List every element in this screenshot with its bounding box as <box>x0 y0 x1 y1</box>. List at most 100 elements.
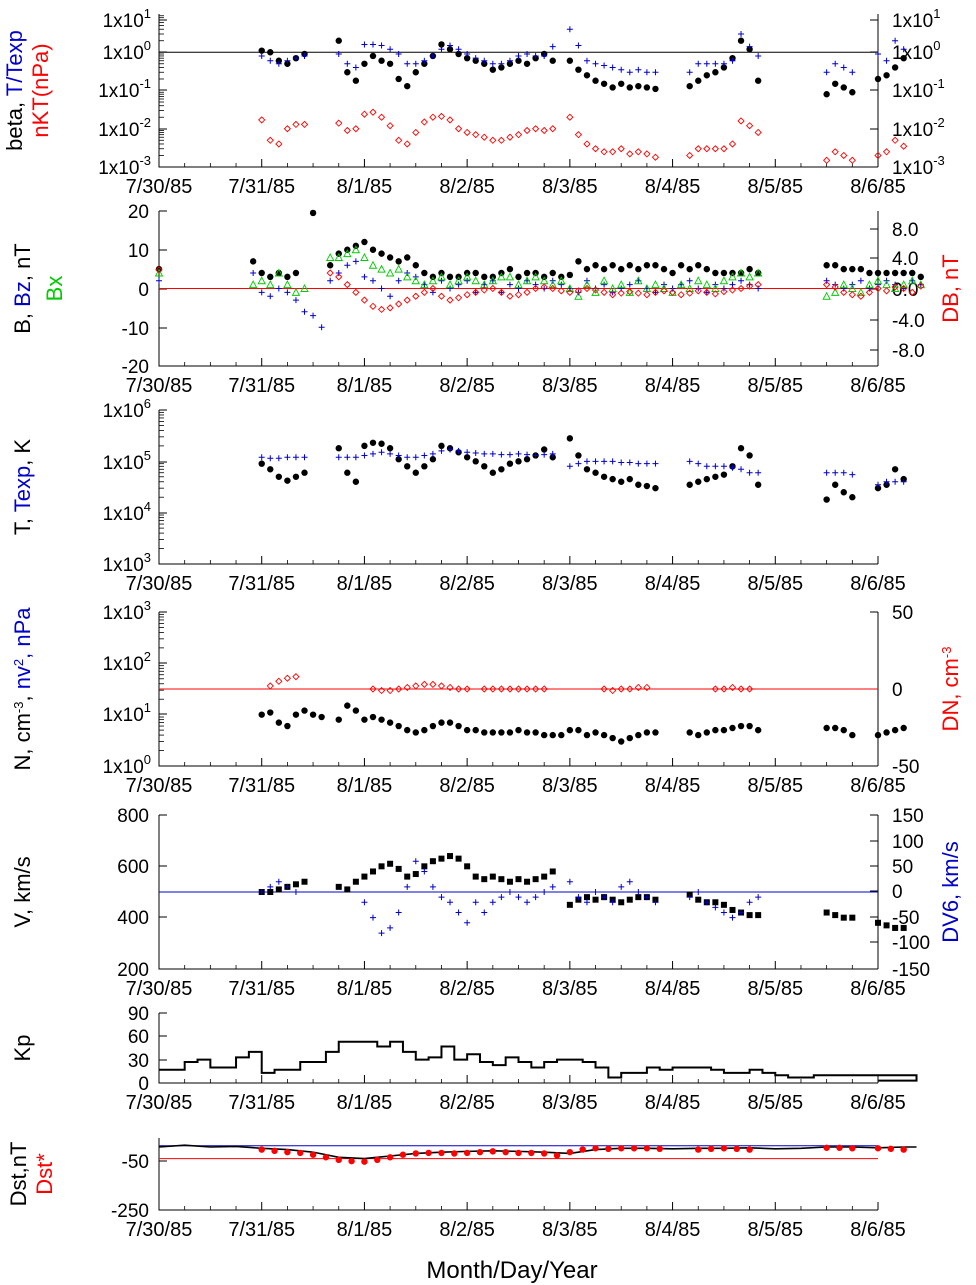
data-point <box>874 269 882 277</box>
data-point <box>369 246 377 253</box>
data-point <box>600 148 608 156</box>
data-point <box>318 713 325 721</box>
data-point <box>266 280 275 289</box>
data-point <box>284 722 291 730</box>
data-point <box>532 452 539 459</box>
data-point <box>377 113 386 121</box>
axis-frame <box>158 14 878 168</box>
data-point <box>352 878 359 885</box>
data-point <box>566 878 573 885</box>
x-tick-label: 8/6/85 <box>850 775 906 797</box>
data-point <box>369 868 376 875</box>
x-tick-label: 8/6/85 <box>850 176 906 198</box>
y-tick-label: 1x100 <box>103 38 151 64</box>
data-point <box>652 262 659 269</box>
data-point <box>387 924 394 931</box>
data-point <box>275 886 282 893</box>
data-point <box>892 924 899 931</box>
data-point <box>574 291 583 300</box>
data-point <box>626 896 633 903</box>
data-point <box>438 277 445 284</box>
data-point <box>344 469 351 476</box>
data-point <box>626 262 633 269</box>
data-point <box>849 89 856 96</box>
data-point <box>832 281 839 288</box>
data-point <box>404 463 411 470</box>
y-tick-label: 1x103 <box>103 550 151 576</box>
x-tick-label: 8/3/85 <box>542 375 598 397</box>
data-point <box>659 284 669 292</box>
data-point <box>361 442 368 450</box>
data-point <box>463 685 471 693</box>
data-point <box>387 46 394 53</box>
data-point <box>609 458 616 465</box>
data-point <box>463 291 471 299</box>
data-point <box>249 258 257 265</box>
data-point <box>549 125 557 133</box>
data-point <box>643 729 651 736</box>
data-point <box>553 1152 561 1159</box>
data-point <box>832 469 839 476</box>
data-point <box>481 57 488 64</box>
data-point <box>900 1146 907 1153</box>
data-point <box>626 734 633 742</box>
data-point <box>720 60 727 67</box>
x-tick-label: 8/1/85 <box>337 978 393 1000</box>
data-point <box>412 128 420 137</box>
x-tick-label: 8/5/85 <box>747 775 803 797</box>
data-point <box>514 131 523 139</box>
data-point <box>823 91 830 98</box>
data-point <box>489 873 496 880</box>
data-point <box>668 288 677 297</box>
data-point <box>583 731 591 739</box>
data-point <box>832 912 839 919</box>
data-point <box>438 46 445 53</box>
data-point <box>481 729 488 736</box>
y-tick-label: -10 <box>122 319 149 340</box>
data-point <box>728 286 737 294</box>
data-point <box>711 145 720 153</box>
data-point <box>386 686 394 695</box>
y-tick-label: 600 <box>117 857 149 878</box>
series-blue-plus <box>258 26 907 76</box>
data-point <box>591 145 600 153</box>
y-tick-label: 1x104 <box>103 499 151 525</box>
data-point <box>404 454 411 461</box>
data-point <box>454 685 463 693</box>
data-point <box>832 724 839 732</box>
data-point <box>634 148 642 156</box>
data-point <box>712 473 719 480</box>
data-point <box>395 685 403 693</box>
data-point <box>327 277 334 284</box>
data-point <box>540 283 548 291</box>
data-point <box>720 901 727 908</box>
data-point <box>703 463 710 470</box>
data-point <box>498 289 505 296</box>
data-point <box>601 458 608 465</box>
data-point <box>421 57 428 64</box>
right-tick-label: 8.0 <box>892 220 918 241</box>
data-point <box>455 909 462 916</box>
data-point <box>352 288 360 297</box>
data-point <box>532 52 539 59</box>
data-point <box>404 254 411 261</box>
x-tick-label: 8/4/85 <box>645 978 701 1000</box>
data-point <box>395 277 402 284</box>
data-point <box>275 677 283 685</box>
data-point <box>729 914 736 921</box>
x-tick-label: 8/4/85 <box>645 1092 701 1114</box>
data-point <box>883 57 890 64</box>
data-point <box>267 455 274 462</box>
data-point <box>656 1145 663 1153</box>
data-point <box>703 265 711 273</box>
data-point <box>429 113 437 121</box>
data-point <box>609 899 616 906</box>
data-point <box>720 145 728 153</box>
data-point <box>866 269 873 277</box>
data-point <box>309 711 317 718</box>
data-point <box>412 69 419 76</box>
right-tick-label: 1x10-1 <box>892 76 945 102</box>
data-point <box>352 77 360 84</box>
data-point <box>746 1146 753 1153</box>
data-point <box>874 75 882 83</box>
